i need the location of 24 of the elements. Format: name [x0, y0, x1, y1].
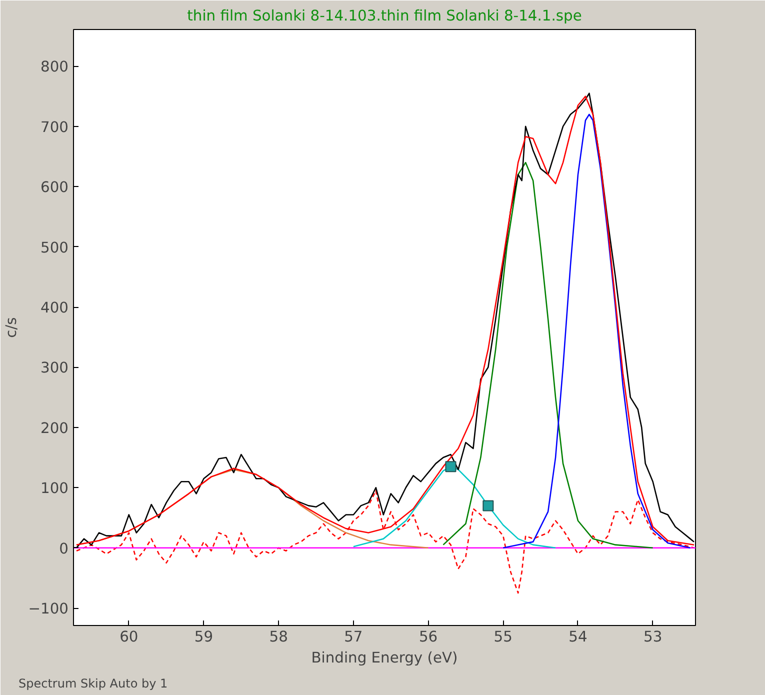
x-tick-label: 58: [269, 628, 288, 646]
y-tick-label: 500: [40, 239, 69, 256]
x-axis-title: Binding Energy (eV): [311, 650, 458, 666]
line-series: [442, 162, 654, 548]
y-axis-title: c/s: [3, 317, 20, 338]
y-tick-label: 700: [40, 118, 69, 136]
y-tick-label: −100: [28, 600, 69, 618]
y-tick-label: 100: [40, 480, 69, 498]
y-tick-label: 0: [59, 540, 69, 558]
x-tick-label: 60: [120, 628, 138, 646]
x-tick-label: 59: [194, 628, 214, 646]
y-tick-label: 600: [40, 179, 69, 196]
chart-title: thin film Solanki 8-14.103.thin film Solanki 8-14.1.spe: [187, 8, 582, 24]
line-series: [502, 114, 691, 548]
y-tick-label: 300: [40, 360, 69, 377]
x-tick-label: 53: [644, 628, 662, 646]
y-tick-label: 400: [40, 300, 69, 317]
x-tick-label: 57: [344, 628, 363, 646]
x-tick-label: 56: [418, 628, 438, 646]
y-tick-label: 800: [40, 58, 69, 76]
text: Spectrum Skip Auto by 1: [18, 676, 168, 690]
y-tick-label: 200: [40, 420, 69, 437]
x-tick-label: 54: [568, 628, 588, 646]
x-tick-label: 55: [494, 628, 512, 646]
